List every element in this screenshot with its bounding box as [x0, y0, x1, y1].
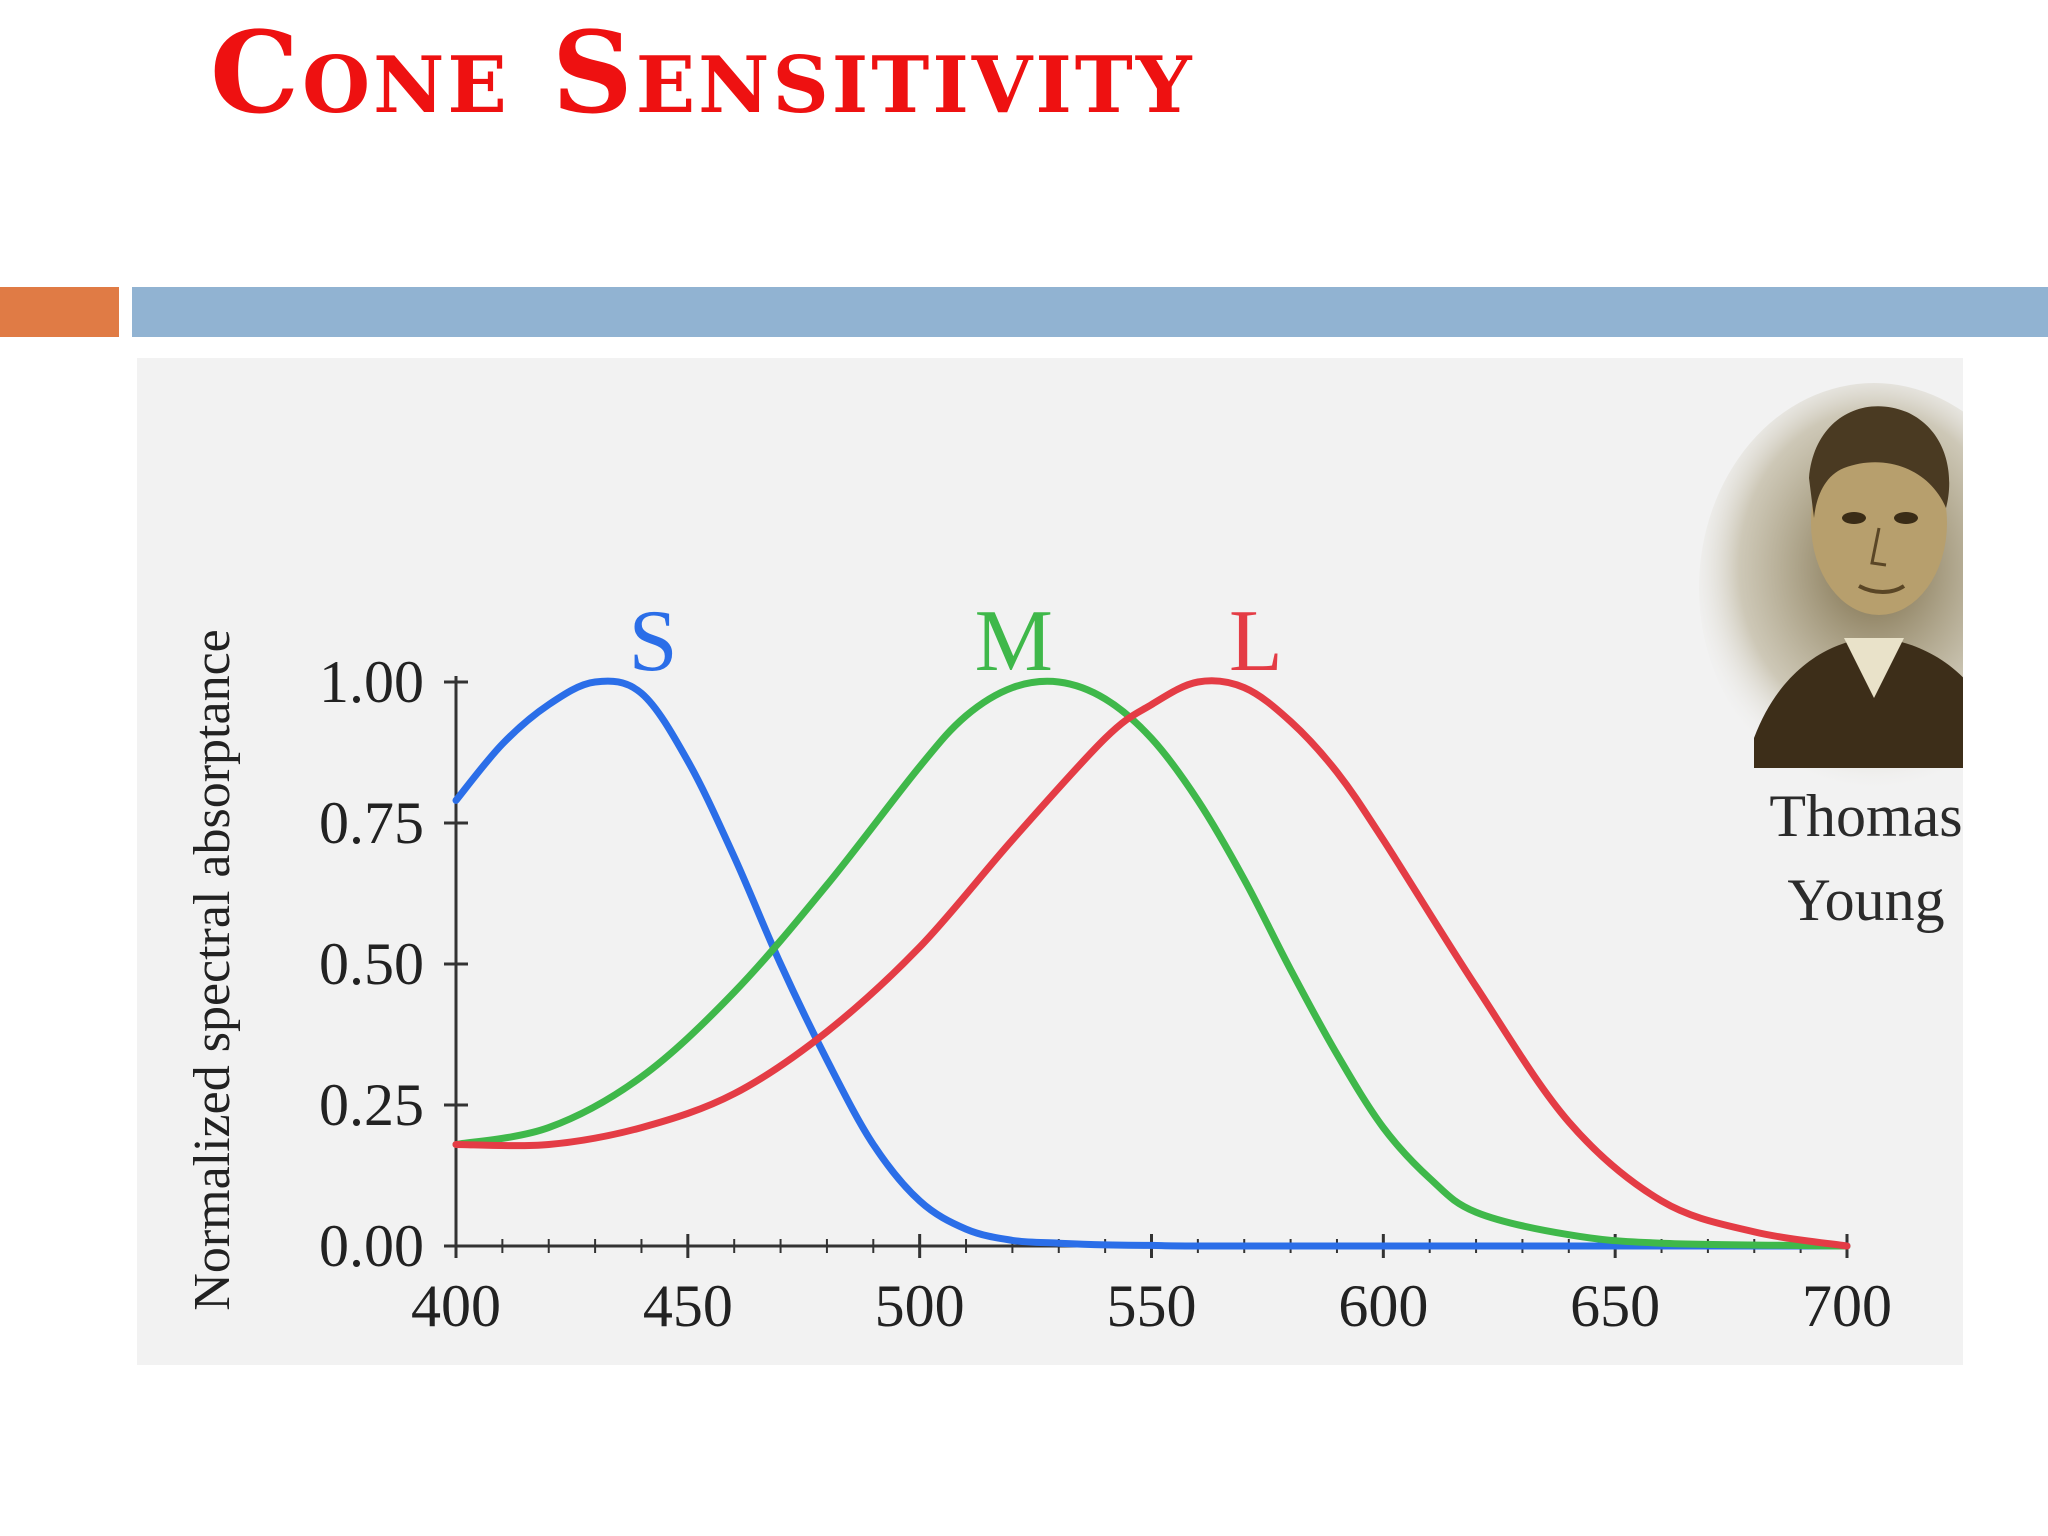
accent-bar-blue — [132, 287, 2048, 337]
y-axis-title: Normalized spectral absorptance — [184, 629, 241, 1310]
slide-title: Cone Sensitivity — [210, 8, 1195, 139]
accent-bar-orange — [0, 287, 119, 337]
x-tick-label: 500 — [875, 1273, 965, 1339]
x-tick-label: 700 — [1802, 1273, 1892, 1339]
series-line-l — [452, 677, 1851, 1250]
cone-sensitivity-chart: Normalized spectral absorptance 400 450 50… — [184, 383, 1963, 1339]
y-tick-label: 0.00 — [319, 1213, 424, 1279]
x-tick-label: 450 — [643, 1273, 733, 1339]
y-tick-label: 1.00 — [319, 649, 424, 715]
y-tick-label: 0.50 — [319, 931, 424, 997]
x-tick-label: 650 — [1570, 1273, 1660, 1339]
x-tick-label: 400 — [411, 1273, 501, 1339]
portrait-caption-line-2: Young — [1787, 867, 1944, 933]
y-tick-label: 0.75 — [319, 790, 424, 856]
x-tick-label: 550 — [1107, 1273, 1197, 1339]
portrait-sketch-icon — [1699, 383, 1963, 793]
series-label-l: L — [1229, 593, 1283, 690]
axes: 400 450 500 550 600 650 700 0.00 0.25 0.50 0.75 1.0… — [319, 649, 1892, 1339]
series-label-m: M — [975, 593, 1053, 690]
series-line-s — [452, 677, 1851, 1250]
portrait-caption-line-1: Thomas — [1769, 783, 1962, 849]
chart-figure: Normalized spectral absorptance 400 450 50… — [137, 358, 1963, 1365]
series-line-m — [452, 677, 1851, 1250]
y-tick-label: 0.25 — [319, 1072, 424, 1138]
x-tick-label: 600 — [1338, 1273, 1428, 1339]
series-label-s: S — [629, 593, 678, 690]
portrait: Thomas Young — [1699, 383, 1963, 933]
